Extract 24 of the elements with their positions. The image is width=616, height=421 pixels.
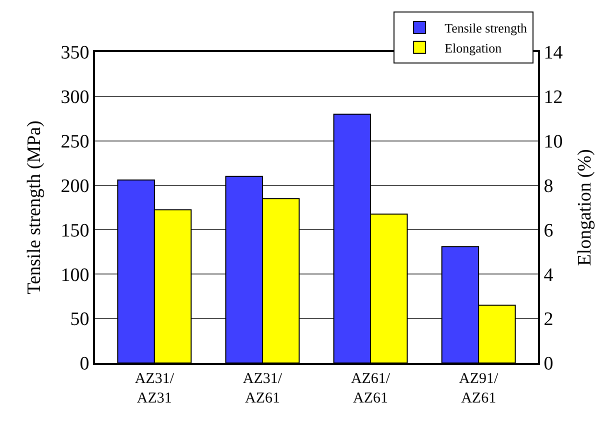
y2-axis-title: Elongation (%) bbox=[574, 149, 596, 266]
y-tick-label: 50 bbox=[70, 309, 90, 330]
y2-tick-label: 0 bbox=[544, 354, 554, 375]
y2-tick-label: 14 bbox=[544, 42, 564, 64]
y2-tick-label: 4 bbox=[544, 264, 554, 286]
y2-tick-label: 8 bbox=[544, 176, 554, 197]
x-tick-label: AZ31/ AZ31 bbox=[134, 371, 175, 406]
y-tick-label: 350 bbox=[60, 42, 90, 64]
x-tick-label: AZ91/ AZ61 bbox=[458, 371, 499, 406]
y-tick-label: 200 bbox=[60, 176, 90, 197]
y-tick-label: 100 bbox=[60, 264, 90, 286]
y-tick-label: 0 bbox=[80, 354, 90, 375]
y-tick-label: 250 bbox=[60, 132, 90, 153]
y2-tick-label: 10 bbox=[544, 132, 563, 153]
y2-tick-label: 12 bbox=[544, 87, 563, 108]
x-tick-label: AZ31/ AZ61 bbox=[242, 371, 283, 406]
legend-label: Elongation bbox=[444, 40, 502, 56]
y-tick-label: 300 bbox=[60, 87, 90, 108]
y2-tick-label: 2 bbox=[544, 309, 554, 330]
x-tick-label: AZ61/ AZ61 bbox=[350, 371, 391, 406]
legend-label: Tensile strength bbox=[444, 20, 528, 36]
y2-tick-label: 6 bbox=[544, 220, 554, 242]
y-tick-label: 150 bbox=[60, 220, 90, 242]
y-axis-title: Tensile strength (MPa) bbox=[24, 120, 46, 294]
